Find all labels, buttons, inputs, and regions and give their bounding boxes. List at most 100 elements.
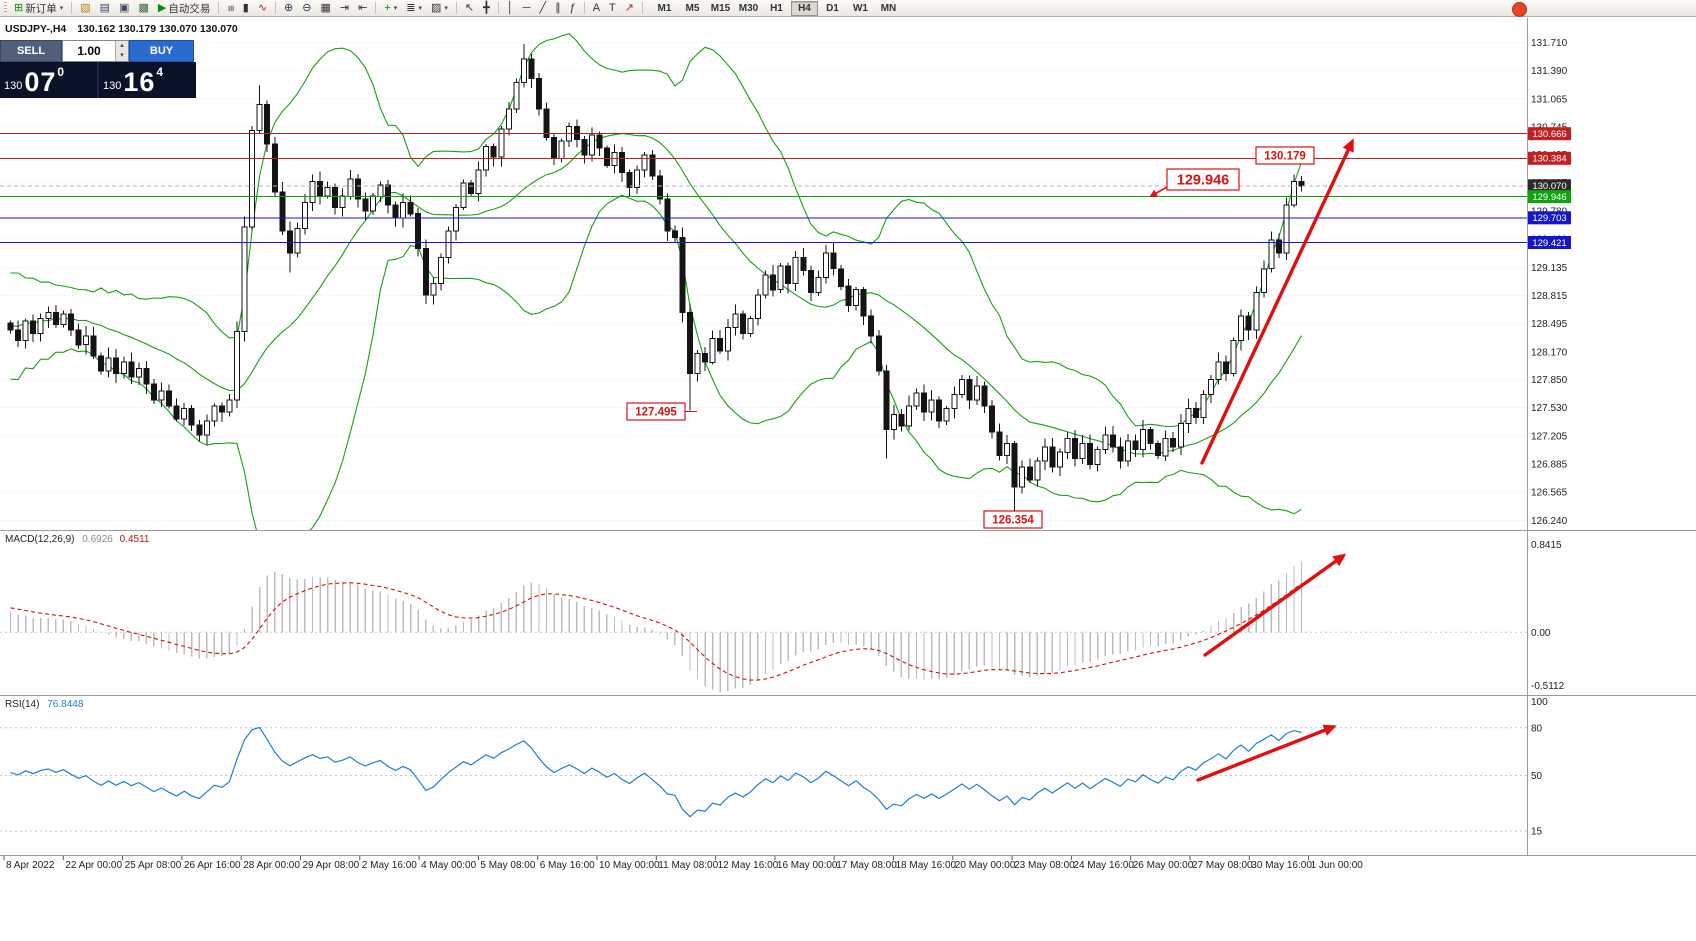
svg-text:10 May 00:00: 10 May 00:00: [599, 860, 660, 871]
bollinger-upper-band: [10, 33, 1303, 428]
timeframe-mn-button[interactable]: MN: [875, 1, 902, 16]
callout-129946[interactable]: 129.946: [1149, 168, 1240, 197]
svg-text:30 May 16:00: 30 May 16:00: [1251, 860, 1312, 871]
timeframe-h4-button[interactable]: H4: [790, 0, 818, 16]
tile-windows-button[interactable]: ▦: [316, 1, 334, 16]
bar-chart-button[interactable]: ≡: [223, 1, 237, 16]
toolbar-grip: [4, 2, 7, 14]
new-order-icon: ⊞: [14, 1, 24, 14]
fibonacci-button[interactable]: ƒ: [566, 1, 580, 16]
timeframe-m5-button[interactable]: M5: [679, 1, 706, 16]
svg-text:131.065: 131.065: [1531, 94, 1568, 105]
zoom-in-button[interactable]: ⊕: [280, 1, 297, 16]
callout-127495[interactable]: 127.495: [626, 402, 697, 421]
sell-button[interactable]: SELL: [0, 40, 62, 62]
line-chart-button[interactable]: ∿: [254, 1, 271, 16]
svg-text:0.00: 0.00: [1531, 628, 1551, 639]
zoom-in-icon: ⊕: [284, 1, 294, 14]
notification-icon[interactable]: [1512, 2, 1527, 17]
svg-text:50: 50: [1531, 771, 1543, 782]
rsi-axis[interactable]: 100 80 50 15: [1531, 697, 1548, 838]
volume-increase-icon[interactable]: ▴: [116, 41, 128, 51]
buy-price-digits: 16: [123, 67, 156, 97]
rsi-label: RSI(14) 76.8448: [5, 699, 83, 710]
rsi-value: 76.8448: [47, 699, 84, 710]
buy-price[interactable]: 130 16 4: [99, 62, 196, 98]
toolbar: ⊞ 新订单 ▾ ▧ ▤ ▣ ▩ ▶ 自动交易 ≡ ▮ ∿ ⊕ ⊖ ▦ ⇥ ⇤ + ▾ ≣ ▾ ▨ ▾ ↖ ╋ │ ─ ╱ ∥ ƒ A T ↗ M1…: [0, 0, 1696, 17]
timeframe-h1-button[interactable]: H1: [763, 1, 790, 16]
macd-trend-arrow[interactable]: [1203, 553, 1347, 657]
timeframe-w1-button[interactable]: W1: [847, 1, 874, 16]
ohlc-values: 130.162 130.179 130.070 130.070: [77, 23, 238, 35]
zoom-out-button[interactable]: ⊖: [298, 1, 315, 16]
autotrade-button[interactable]: ▶ 自动交易: [154, 1, 214, 16]
vertical-line-button[interactable]: │: [503, 1, 518, 16]
volume-decrease-icon[interactable]: ▾: [116, 51, 128, 61]
timeframe-m15-button[interactable]: M15: [707, 1, 734, 16]
svg-text:128.815: 128.815: [1531, 291, 1568, 302]
svg-text:11 May 08:00: 11 May 08:00: [658, 860, 718, 871]
one-click-trading-panel: SELL 1.00 ▴ ▾ BUY 130 07 0 130 16 4: [0, 40, 196, 98]
horizontal-line-button[interactable]: ─: [519, 1, 535, 16]
macd-signal-value: 0.4511: [119, 534, 150, 545]
profiles-button[interactable]: ▤: [96, 1, 114, 16]
svg-text:2 May 16:00: 2 May 16:00: [362, 860, 417, 871]
timeframe-m1-button[interactable]: M1: [651, 1, 678, 16]
svg-text:130.384: 130.384: [1532, 154, 1566, 165]
time-axis[interactable]: 8 Apr 2022 22 Apr 00:00 25 Apr 08:00 26 Apr…: [3, 856, 1363, 871]
macd-axis[interactable]: 0.8415 0.00 -0.5112: [1531, 540, 1565, 692]
templates-button[interactable]: ▨ ▾: [427, 1, 452, 16]
vertical-line-icon: │: [506, 1, 514, 14]
svg-text:17 May 08:00: 17 May 08:00: [836, 860, 897, 871]
macd-signal-line: [10, 582, 1302, 681]
symbol-period-label: USDJPY-,H4: [5, 23, 67, 35]
trendline-button[interactable]: ╱: [535, 1, 550, 16]
autotrade-play-icon: ▶: [157, 1, 167, 14]
volume-stepper[interactable]: 1.00 ▴ ▾: [62, 40, 129, 62]
svg-text:131.390: 131.390: [1531, 66, 1568, 77]
svg-text:100: 100: [1531, 697, 1548, 708]
timeframe-m30-button[interactable]: M30: [735, 1, 762, 16]
strategy-tester-button[interactable]: ▩: [134, 1, 152, 16]
new-order-button[interactable]: ⊞ 新订单 ▾: [10, 1, 67, 16]
line-chart-icon: ∿: [257, 1, 268, 14]
svg-text:5 May 08:00: 5 May 08:00: [480, 860, 535, 871]
bollinger-lower-band: [10, 194, 1302, 530]
periods-button[interactable]: ≣ ▾: [402, 1, 426, 16]
channel-button[interactable]: ∥: [551, 1, 565, 16]
svg-text:126.354: 126.354: [992, 515, 1034, 527]
svg-text:24 May 16:00: 24 May 16:00: [1073, 860, 1134, 871]
crosshair-button[interactable]: ╋: [479, 1, 494, 16]
charts-button[interactable]: ▧: [76, 1, 94, 16]
rsi-trend-arrow[interactable]: [1196, 724, 1337, 782]
cursor-button[interactable]: ↖: [461, 1, 478, 16]
candlestick-chart-button[interactable]: ▮: [239, 1, 253, 16]
svg-text:8 Apr 2022: 8 Apr 2022: [6, 860, 55, 871]
candles-layer[interactable]: [7, 44, 1305, 511]
data-window-button[interactable]: ▣: [115, 1, 133, 16]
price-label-box: 129.421: [1528, 236, 1571, 249]
arrow-tools-icon: ↗: [624, 1, 634, 14]
indicators-button[interactable]: + ▾: [380, 1, 401, 16]
callout-130179[interactable]: 130.179: [1255, 146, 1315, 165]
text-label-button[interactable]: T: [605, 1, 620, 16]
toolbar-separator: [71, 2, 73, 14]
text-icon: A: [592, 1, 601, 14]
arrow-tools-button[interactable]: ↗: [621, 1, 638, 16]
macd-name: MACD(12,26,9): [5, 534, 75, 545]
timeframe-d1-button[interactable]: D1: [819, 1, 846, 16]
chart-shift-button[interactable]: ⇤: [354, 1, 371, 16]
sell-price[interactable]: 130 07 0: [0, 62, 97, 98]
buy-button[interactable]: BUY: [129, 40, 194, 62]
tile-windows-icon: ▦: [320, 1, 331, 14]
strategy-tester-icon: ▩: [138, 1, 149, 14]
callout-126354[interactable]: 126.354: [983, 510, 1043, 529]
price-axis[interactable]: 126.240 126.565 126.885 127.205 127.530 127.8…: [1531, 38, 1568, 527]
svg-text:6 May 16:00: 6 May 16:00: [540, 860, 595, 871]
main-trend-arrow[interactable]: [1200, 138, 1354, 465]
text-button[interactable]: A: [589, 1, 604, 16]
auto-scroll-button[interactable]: ⇥: [336, 1, 353, 16]
autotrade-label: 自动交易: [168, 2, 211, 15]
price-divider: [97, 62, 99, 98]
